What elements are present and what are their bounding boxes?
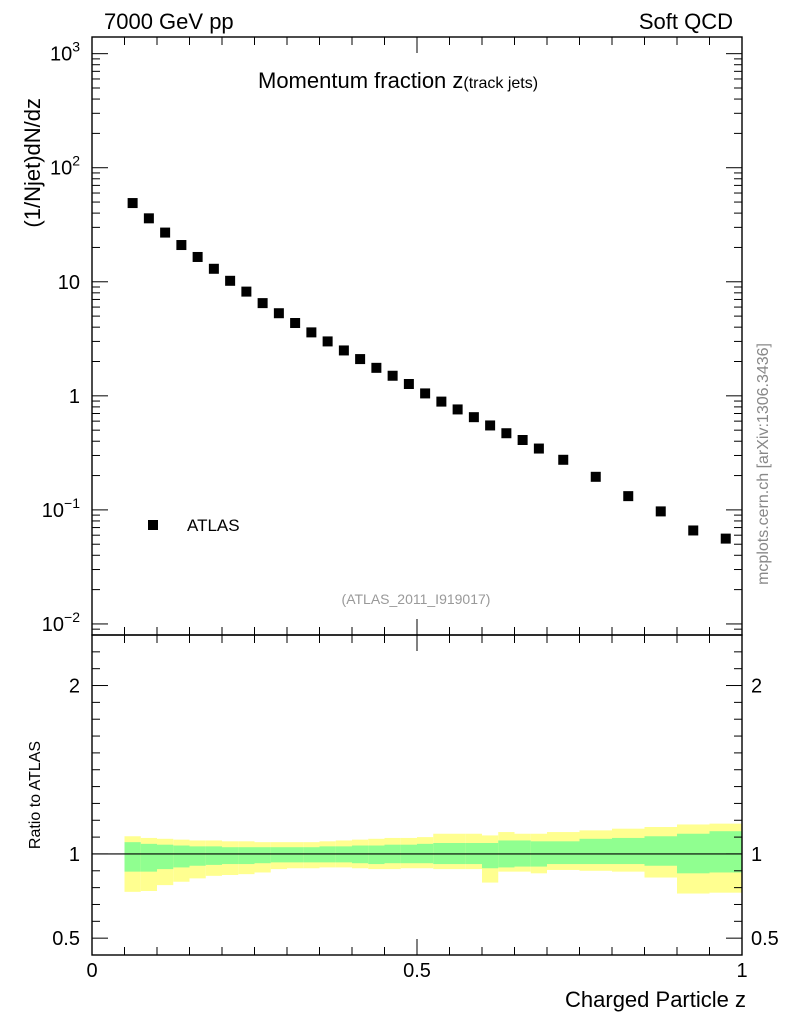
- data-point: [160, 227, 171, 238]
- stat-uncertainty-band: [709, 831, 742, 873]
- legend-marker: [148, 520, 158, 530]
- data-point: [338, 345, 349, 356]
- main-plot-frame: [91, 36, 743, 636]
- energy-label: 7000 GeV pp: [104, 9, 234, 34]
- stat-uncertainty-band: [238, 847, 255, 865]
- data-point: [143, 213, 154, 224]
- data-point: [176, 240, 187, 251]
- data-point: [127, 198, 138, 209]
- stat-uncertainty-band: [124, 842, 141, 872]
- stat-uncertainty-band: [287, 847, 304, 863]
- data-point: [273, 308, 284, 319]
- data-point: [590, 471, 601, 482]
- data-point: [257, 298, 268, 309]
- y-tick-label: 1: [69, 386, 80, 408]
- ratio-y-tick-label: 2: [69, 676, 80, 698]
- data-point: [290, 318, 301, 329]
- data-point: [452, 404, 463, 415]
- data-point: [420, 388, 431, 399]
- legend-label: ATLAS: [187, 516, 240, 535]
- ratio-plot-panel: 0.5 0.51 12 2 0 0.5 1 Ratio to ATLAS Charged …: [27, 634, 779, 1012]
- y-tick-label: 102: [50, 153, 80, 180]
- data-point: [192, 251, 203, 262]
- ratio-y-tick-label-right: 1: [751, 844, 762, 866]
- y-tick-label: 10−1: [42, 495, 80, 522]
- data-point: [468, 412, 479, 423]
- ratio-y-axis-label: Ratio to ATLAS: [27, 741, 44, 849]
- y-tick-label: 10: [58, 272, 80, 294]
- x-axis-label: Charged Particle z: [565, 987, 746, 1012]
- x-tick-label: 1: [736, 960, 747, 982]
- uncertainty-bands: [124, 823, 742, 894]
- stat-uncertainty-band: [205, 846, 222, 865]
- main-plot-panel: 10−2 10−1 1 10 102 103 Momentum fraction z(tr…: [20, 36, 743, 636]
- data-point: [533, 443, 544, 454]
- stat-uncertainty-band: [254, 847, 271, 864]
- stat-uncertainty-band: [222, 847, 239, 865]
- data-point: [655, 506, 666, 517]
- data-point: [241, 286, 252, 297]
- ratio-y-tick-label-right: 2: [751, 676, 762, 698]
- plot-title: Momentum fraction z(track jets): [258, 68, 538, 93]
- data-point: [436, 396, 447, 407]
- data-points: [127, 198, 731, 544]
- process-label: Soft QCD: [639, 9, 733, 34]
- ratio-y-tick-label-right: 0.5: [751, 928, 779, 950]
- analysis-id: (ATLAS_2011_I919017): [342, 591, 491, 607]
- data-point: [623, 491, 634, 502]
- data-point: [225, 275, 236, 286]
- y-tick-label: 10−2: [42, 609, 80, 636]
- data-point: [501, 428, 512, 439]
- stat-uncertainty-band: [579, 838, 612, 865]
- data-point: [387, 370, 398, 381]
- ratio-plot-frame: [91, 634, 743, 956]
- ratio-y-tick-label: 0.5: [52, 928, 80, 950]
- stat-uncertainty-band: [368, 845, 385, 865]
- data-point: [371, 362, 382, 373]
- data-point: [355, 354, 366, 365]
- ratio-y-tick-label: 1: [69, 844, 80, 866]
- stat-uncertainty-band: [547, 841, 580, 865]
- stat-uncertainty-band: [270, 847, 287, 863]
- stat-uncertainty-band: [173, 845, 190, 868]
- stat-uncertainty-band: [482, 843, 499, 869]
- data-point: [720, 533, 731, 544]
- stat-uncertainty-band: [612, 837, 645, 865]
- stat-uncertainty-band: [303, 847, 320, 863]
- data-point: [403, 378, 414, 389]
- stat-uncertainty-band: [644, 836, 677, 866]
- y-tick-label: 103: [50, 39, 80, 66]
- x-tick-label: 0: [86, 960, 97, 982]
- stat-uncertainty-band: [189, 846, 206, 866]
- data-point: [322, 336, 333, 347]
- data-point: [558, 454, 569, 465]
- stat-uncertainty-band: [157, 844, 174, 870]
- data-point: [208, 263, 219, 274]
- data-point: [517, 434, 528, 445]
- data-point: [688, 525, 699, 536]
- data-point: [485, 420, 496, 431]
- stat-uncertainty-band: [140, 843, 157, 872]
- y-axis-label: (1/Njet)dN/dz: [20, 98, 45, 228]
- side-label: mcplots.cern.ch [arXiv:1306.3436]: [755, 343, 772, 585]
- data-point: [306, 327, 317, 338]
- x-tick-label: 0.5: [403, 960, 431, 982]
